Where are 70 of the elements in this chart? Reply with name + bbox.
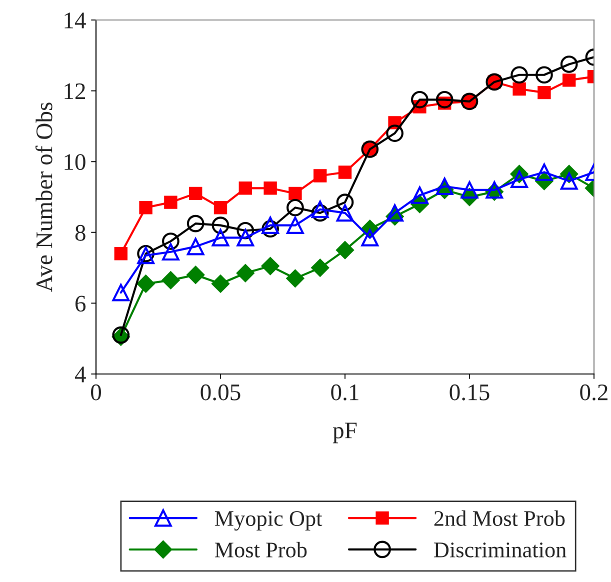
x-tick-label: 0.2 [580, 384, 608, 400]
point [510, 66, 528, 84]
point [361, 229, 379, 246]
point [162, 271, 180, 290]
y-tick-label: 8 [75, 224, 86, 241]
x-tick-label: 0.15 [450, 384, 490, 400]
y-tick-label: 4 [74, 366, 86, 382]
x-tick-label: 0.05 [200, 384, 240, 400]
point [314, 169, 327, 182]
y-tick-label: 10 [64, 154, 86, 170]
y-tick-label: 12 [64, 83, 85, 99]
legend-label: Myopic Opt [214, 511, 322, 531]
point [212, 229, 230, 246]
point [236, 229, 254, 246]
point [186, 266, 204, 284]
point [336, 194, 354, 211]
point [112, 284, 130, 302]
point [536, 66, 553, 84]
point [186, 238, 204, 256]
point [562, 74, 576, 87]
point [311, 204, 329, 222]
point [288, 186, 302, 200]
point [164, 196, 178, 209]
point [264, 182, 277, 195]
point [560, 56, 578, 73]
legend-label: Discrimination [434, 542, 566, 558]
point [386, 204, 404, 222]
point [510, 170, 528, 188]
point [136, 274, 155, 293]
point [286, 198, 304, 216]
point [512, 82, 526, 96]
point [538, 86, 551, 100]
point [189, 186, 202, 200]
point [114, 247, 128, 260]
point [212, 274, 230, 293]
point [236, 264, 254, 282]
point [436, 178, 454, 196]
point [311, 200, 329, 218]
y-tick-label: 6 [75, 296, 86, 312]
point [338, 166, 352, 179]
point [336, 204, 354, 222]
point [162, 243, 180, 261]
x-axis-title: pF [332, 422, 357, 444]
legend-label: Most Prob [214, 542, 307, 558]
point [139, 201, 152, 214]
point [411, 90, 428, 108]
point [162, 232, 180, 250]
point [186, 214, 204, 232]
point [212, 216, 230, 234]
point [536, 164, 553, 181]
point [238, 182, 252, 195]
point [262, 216, 279, 234]
y-axis-title: Ave Number of Obs [35, 102, 52, 292]
x-tick-label: 0 [90, 384, 102, 400]
point [261, 257, 280, 275]
legend-label: 2nd Most Prob [434, 510, 565, 526]
point [560, 172, 578, 190]
point [411, 186, 428, 204]
point [214, 201, 228, 214]
point [386, 124, 404, 142]
point [286, 270, 304, 288]
point [262, 220, 279, 238]
x-tick-label: 0.1 [331, 384, 358, 400]
point [436, 90, 454, 108]
point [286, 216, 304, 234]
point [460, 181, 478, 199]
point [236, 222, 254, 240]
point [311, 258, 329, 277]
y-tick-label: 14 [64, 12, 86, 28]
point [336, 241, 354, 259]
